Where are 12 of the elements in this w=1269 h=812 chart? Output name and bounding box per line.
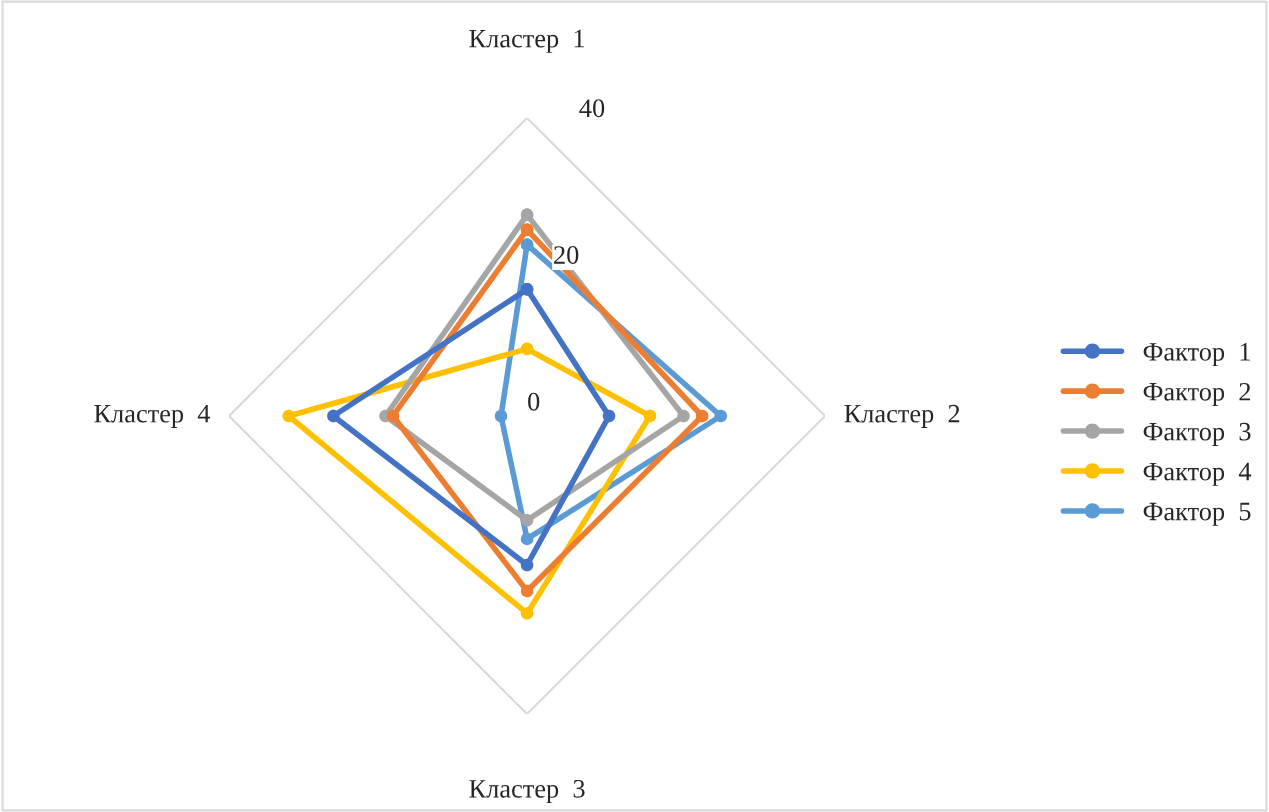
- legend-label: Фактор 4: [1143, 462, 1252, 486]
- spoke-label: Кластер 2: [844, 404, 960, 428]
- spoke-label: Кластер 1: [469, 29, 584, 53]
- legend-label: Фактор 3: [1143, 422, 1251, 446]
- y-tick-label: 40: [579, 99, 605, 118]
- legend-label: Фактор 5: [1143, 502, 1251, 526]
- spoke-label: Кластер 3: [469, 779, 585, 804]
- legend-label: Фактор 2: [1143, 382, 1251, 406]
- y-tick-label: 0: [528, 392, 540, 411]
- spoke-label: Кластер 4: [94, 404, 211, 428]
- y-tick-label: 20: [554, 246, 579, 264]
- legend-label: Фактор 1: [1143, 343, 1250, 367]
